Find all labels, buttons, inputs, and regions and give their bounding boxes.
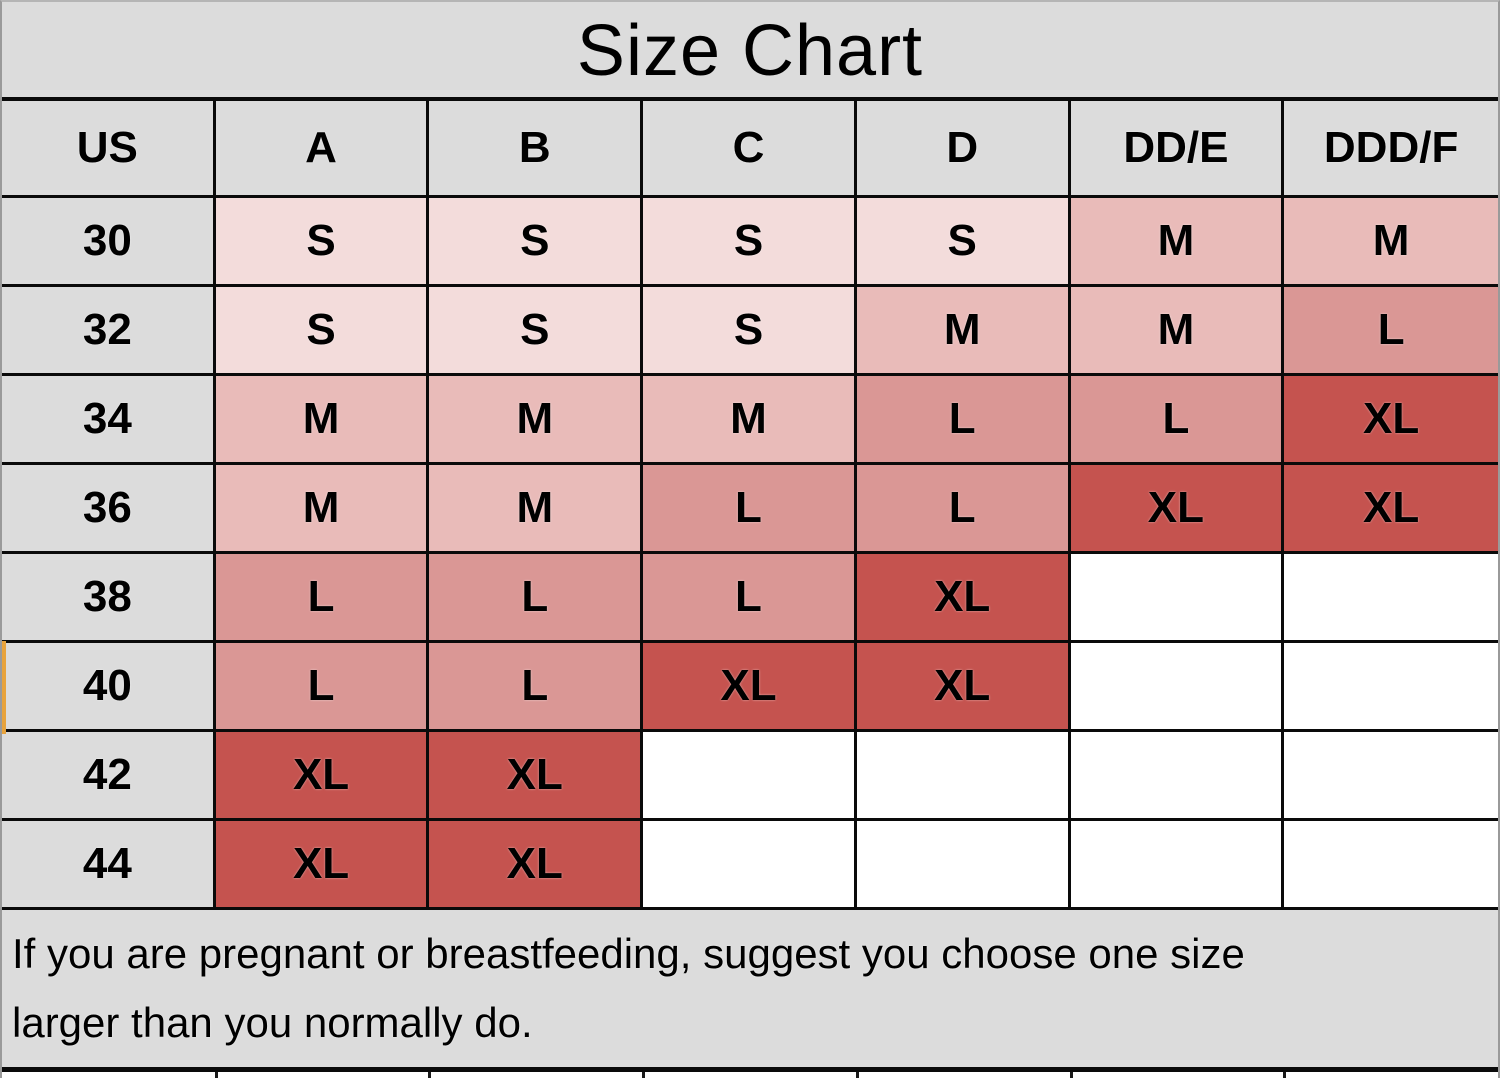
empty-cell (1284, 643, 1498, 732)
size-table: US A B C D DD/E DDD/F 30 S S S S M M 32 S S S M M L 34 M M M L L XL… (2, 101, 1498, 910)
size-cell-l: L (856, 465, 1071, 554)
empty-cell (856, 821, 1071, 910)
row-label-32: 32 (2, 287, 216, 376)
size-cell-l: L (643, 554, 857, 643)
column-header-a: A (215, 101, 430, 198)
column-border-tick (1069, 1072, 1073, 1078)
empty-cell (1070, 821, 1285, 910)
size-cell-s: S (643, 287, 857, 376)
row-label-30: 30 (2, 198, 216, 287)
size-cell-s: S (429, 198, 644, 287)
column-header-ddd-f: DDD/F (1284, 101, 1498, 198)
size-cell-m: M (1070, 287, 1285, 376)
size-cell-xl: XL (856, 643, 1071, 732)
size-cell-l: L (1070, 376, 1285, 465)
column-border-tick (855, 1072, 859, 1078)
column-header-b: B (429, 101, 644, 198)
column-border-tick (642, 1072, 646, 1078)
size-cell-m: M (215, 376, 430, 465)
empty-cell (1070, 554, 1285, 643)
column-border-tick (428, 1072, 432, 1078)
size-cell-xl: XL (215, 821, 430, 910)
size-cell-l: L (856, 376, 1071, 465)
note-band: If you are pregnant or breastfeeding, su… (2, 910, 1498, 1072)
size-cell-l: L (429, 643, 644, 732)
size-cell-s: S (429, 287, 644, 376)
row-label-36: 36 (2, 465, 216, 554)
empty-cell (643, 732, 857, 821)
column-border-tick (1283, 1072, 1287, 1078)
size-cell-m: M (1070, 198, 1285, 287)
size-cell-xl: XL (429, 732, 644, 821)
row-label-44: 44 (2, 821, 216, 910)
empty-cell (856, 732, 1071, 821)
size-cell-m: M (429, 376, 644, 465)
size-cell-xl: XL (429, 821, 644, 910)
size-cell-s: S (643, 198, 857, 287)
size-cell-l: L (429, 554, 644, 643)
size-cell-xl: XL (1070, 465, 1285, 554)
size-cell-xl: XL (1284, 376, 1498, 465)
column-border-tick (214, 1072, 218, 1078)
size-cell-l: L (215, 554, 430, 643)
size-cell-m: M (856, 287, 1071, 376)
size-cell-l: L (215, 643, 430, 732)
cropped-next-row-sliver (2, 1072, 1498, 1078)
size-cell-s: S (215, 198, 430, 287)
page-title: Size Chart (576, 10, 924, 91)
size-cell-xl: XL (1284, 465, 1498, 554)
size-cell-xl: XL (856, 554, 1071, 643)
row-label-40: 40 (2, 643, 216, 732)
row-label-34: 34 (2, 376, 216, 465)
empty-cell (1070, 732, 1285, 821)
size-cell-l: L (643, 465, 857, 554)
column-header-d: D (856, 101, 1071, 198)
size-cell-m: M (429, 465, 644, 554)
empty-cell (1284, 821, 1498, 910)
size-cell-m: M (1284, 198, 1498, 287)
row-label-38: 38 (2, 554, 216, 643)
note-text-line-1: If you are pregnant or breastfeeding, su… (12, 930, 1245, 978)
size-cell-l: L (1284, 287, 1498, 376)
empty-cell (1284, 554, 1498, 643)
empty-cell (1070, 643, 1285, 732)
title-band: Size Chart (2, 2, 1498, 101)
size-cell-m: M (215, 465, 430, 554)
empty-cell (1284, 732, 1498, 821)
size-cell-xl: XL (643, 643, 857, 732)
column-header-us: US (2, 101, 216, 198)
note-text-line-2: larger than you normally do. (12, 998, 533, 1046)
row-label-42: 42 (2, 732, 216, 821)
size-cell-s: S (856, 198, 1071, 287)
column-header-c: C (643, 101, 857, 198)
empty-cell (643, 821, 857, 910)
row-42-orange-selection-mark (2, 641, 6, 734)
size-cell-m: M (643, 376, 857, 465)
column-header-dd-e: DD/E (1070, 101, 1285, 198)
size-cell-xl: XL (215, 732, 430, 821)
size-cell-s: S (215, 287, 430, 376)
